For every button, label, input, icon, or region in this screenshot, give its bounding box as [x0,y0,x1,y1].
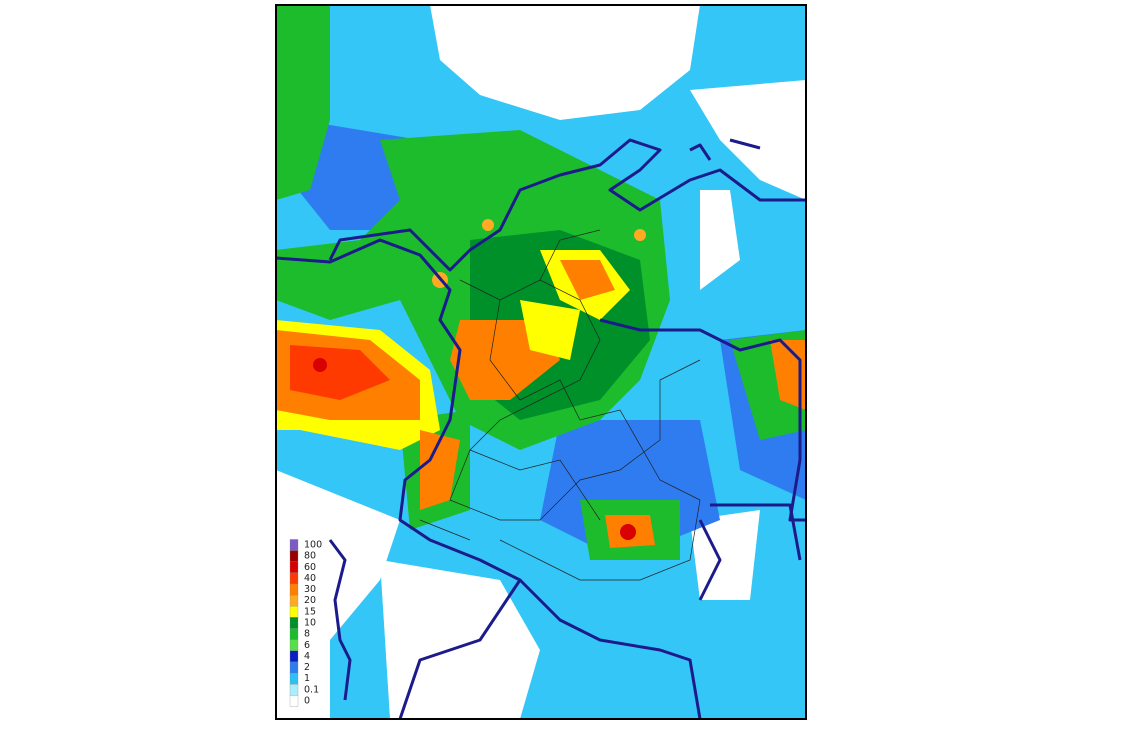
legend-swatch [289,550,299,562]
legend-swatch [289,661,299,674]
legend-label: 1 [304,673,310,684]
legend-swatch [289,639,299,651]
legend-label: 10 [304,617,316,628]
legend-label: 20 [304,595,316,606]
legend-swatch [289,606,299,618]
legend-swatch [289,684,299,696]
legend-swatch [289,672,299,685]
legend-label: 4 [304,651,310,662]
legend-swatch [289,650,299,663]
legend-label: 0.1 [304,684,319,695]
legend-label: 30 [304,584,316,595]
legend-label: 100 [304,540,322,551]
legend-label: 2 [304,662,310,673]
precipitation-field [276,5,806,719]
legend-swatch [289,583,299,596]
legend-swatch [289,617,299,629]
legend-label: 40 [304,573,316,584]
legend-swatch [289,572,299,585]
legend-label: 80 [304,551,316,562]
legend-label: 15 [304,606,316,617]
legend-label: 6 [304,640,310,651]
legend-swatch [289,539,299,551]
legend-label: 0 [304,695,310,706]
legend-swatch [289,628,299,640]
legend-label: 60 [304,562,316,573]
legend-label: 8 [304,629,310,640]
map-frame [275,4,807,720]
legend-swatch [289,594,299,607]
legend-swatch [289,561,299,574]
legend-swatch [289,695,299,707]
